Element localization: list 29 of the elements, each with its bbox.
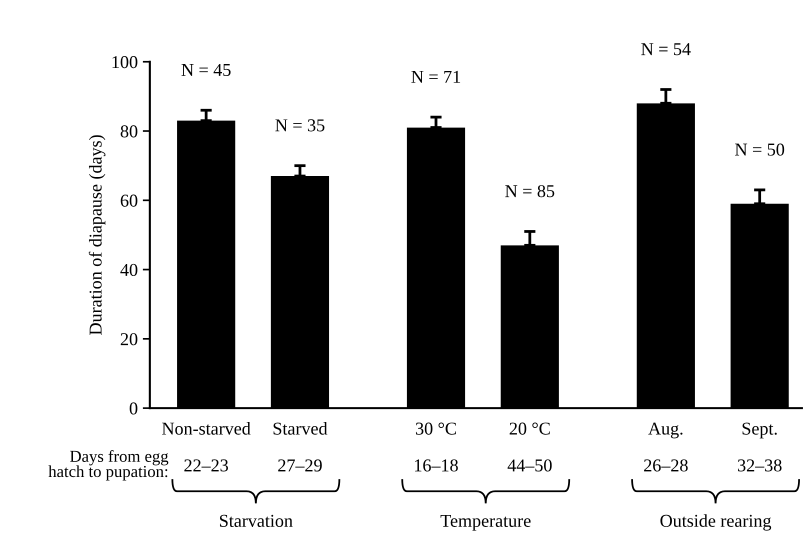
annotation: N = 35 <box>275 119 324 132</box>
text: N = 54 <box>641 43 691 56</box>
y-tick-label: 0 <box>130 402 138 415</box>
text: Temperature <box>440 514 531 531</box>
annotation: N = 50 <box>735 144 784 156</box>
x-tick-label: Aug. <box>648 422 682 438</box>
annotation: N = 71 <box>411 70 460 83</box>
text: Starvation <box>220 514 293 527</box>
y-tick-label: 80 <box>120 125 138 138</box>
annotation: N = 45 <box>182 64 231 76</box>
text: Outside rearing <box>660 514 772 531</box>
text: 16–18 <box>415 459 458 472</box>
x-tick-label: Starved <box>274 422 328 435</box>
y-tick-label: 20 <box>120 333 138 346</box>
y-tick-label: 40 <box>120 264 138 276</box>
text: 22–23 <box>184 459 228 472</box>
y-tick-label: 60 <box>120 194 138 207</box>
x-tick-label: 30 °C <box>416 422 456 435</box>
text: 44–50 <box>508 459 552 472</box>
text: 32–38 <box>738 459 782 472</box>
x-tick-label: Sept. <box>742 422 777 438</box>
y-tick-label: 100 <box>112 56 138 68</box>
text: 26–28 <box>644 459 688 472</box>
text: Days from egg hatch to pupation: <box>48 450 168 480</box>
text: 27–29 <box>278 459 322 472</box>
x-tick-label: 20 °C <box>510 422 550 435</box>
annotation: N = 85 <box>505 185 554 198</box>
x-tick-label: Non-starved <box>162 422 251 435</box>
y-axis-title: Duration of diapause (days) <box>88 135 106 335</box>
